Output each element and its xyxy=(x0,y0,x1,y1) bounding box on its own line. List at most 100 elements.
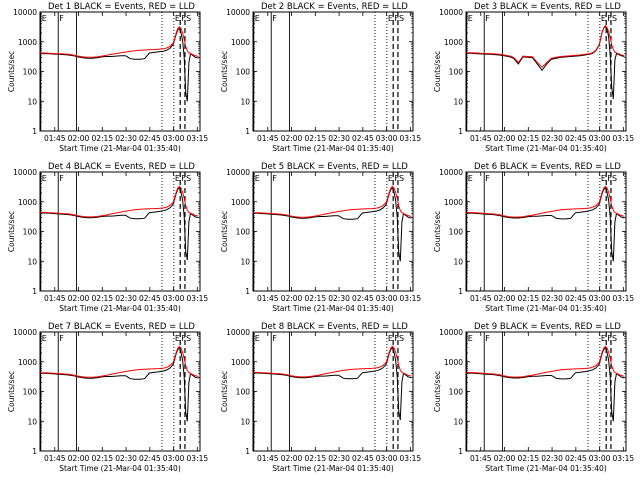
x-tick-label: 02:45 xyxy=(352,294,374,303)
panel-title: Det 9 BLACK = Events, RED = LLD xyxy=(474,322,621,332)
x-tick-label: 03:15 xyxy=(613,134,635,143)
x-tick-label: 02:30 xyxy=(115,454,137,463)
x-tick-label: 02:00 xyxy=(68,294,90,303)
events-series-line xyxy=(253,347,412,421)
x-tick-label: 01:45 xyxy=(44,134,66,143)
detector-chart: Det 7 BLACK = Events, RED = LLD 1 10 100 100… xyxy=(7,322,208,473)
lld-series-line xyxy=(466,185,625,218)
y-axis-label: Counts/sec xyxy=(433,371,442,412)
x-axis-label: Start Time (21-Mar-04 01:35:40) xyxy=(485,464,607,473)
plot-frame xyxy=(39,171,201,292)
x-tick-label: 02:30 xyxy=(328,454,350,463)
x-tick-label: 02:45 xyxy=(565,134,587,143)
y-tick-label: 1000 xyxy=(444,198,463,207)
marker-label: S xyxy=(612,334,617,343)
marker-label: F xyxy=(272,174,277,183)
marker-label: F xyxy=(272,14,277,23)
x-tick-label: 02:45 xyxy=(352,134,374,143)
x-axis-label: Start Time (21-Mar-04 01:35:40) xyxy=(59,464,181,473)
lld-series-line xyxy=(40,25,199,58)
y-tick-label: 10000 xyxy=(439,168,463,177)
y-tick-label: 100 xyxy=(23,388,38,397)
y-tick-label: 1 xyxy=(32,287,37,296)
detector-panel: Det 3 BLACK = Events, RED = LLD 1 10 100 100… xyxy=(426,0,636,160)
x-tick-label: 02:00 xyxy=(281,294,303,303)
marker-label: E xyxy=(255,334,260,343)
y-axis-label: Counts/sec xyxy=(7,211,16,252)
x-tick-label: 03:15 xyxy=(613,294,635,303)
detector-chart: Det 9 BLACK = Events, RED = LLD 1 10 100 100… xyxy=(433,322,634,473)
plot-frame xyxy=(39,331,201,452)
y-tick-label: 100 xyxy=(23,228,38,237)
detector-chart: Det 5 BLACK = Events, RED = LLD 1 10 100 100… xyxy=(220,162,422,313)
x-tick-label: 02:30 xyxy=(541,454,563,463)
x-axis-label: Start Time (21-Mar-04 01:35:40) xyxy=(272,304,394,313)
x-tick-label: 01:45 xyxy=(470,294,492,303)
marker-label: E xyxy=(175,174,180,183)
x-tick-label: 01:45 xyxy=(257,294,279,303)
y-tick-label: 100 xyxy=(236,388,251,397)
x-tick-label: 03:15 xyxy=(400,294,422,303)
marker-label: F xyxy=(607,14,612,23)
marker-label: E xyxy=(601,174,606,183)
detector-panel: Det 8 BLACK = Events, RED = LLD 1 10 100 100… xyxy=(213,320,423,480)
panel-title: Det 1 BLACK = Events, RED = LLD xyxy=(48,2,195,12)
plot-frame xyxy=(252,331,414,452)
marker-label: F xyxy=(607,174,612,183)
plot-frame xyxy=(252,171,414,292)
y-tick-label: 10 xyxy=(453,417,463,426)
marker-label: E xyxy=(255,174,260,183)
x-tick-label: 02:45 xyxy=(565,294,587,303)
x-axis-label: Start Time (21-Mar-04 01:35:40) xyxy=(59,144,181,153)
x-tick-label: 02:00 xyxy=(281,134,303,143)
detector-chart: Det 2 BLACK = Events, RED = LLD 1 10 100 100… xyxy=(220,2,421,153)
marker-label: E xyxy=(601,14,606,23)
y-tick-label: 1 xyxy=(245,287,250,296)
plot-frame xyxy=(465,11,627,132)
x-tick-label: 02:15 xyxy=(91,454,113,463)
events-series-line xyxy=(466,25,625,99)
x-axis-label: Start Time (21-Mar-04 01:35:40) xyxy=(272,464,394,473)
panel-title: Det 5 BLACK = Events, RED = LLD xyxy=(261,162,408,172)
y-tick-label: 10000 xyxy=(226,328,250,337)
detector-panel: Det 9 BLACK = Events, RED = LLD 1 10 100 100… xyxy=(426,320,636,480)
y-tick-label: 10 xyxy=(27,257,37,266)
y-tick-label: 10 xyxy=(240,97,250,106)
x-axis-label: Start Time (21-Mar-04 01:35:40) xyxy=(485,304,607,313)
y-axis-label: Counts/sec xyxy=(7,51,16,92)
events-series-line xyxy=(40,27,199,102)
lld-series-line xyxy=(40,185,199,218)
marker-label: E xyxy=(468,14,473,23)
x-tick-label: 03:00 xyxy=(163,454,185,463)
y-tick-label: 100 xyxy=(236,68,251,77)
x-tick-label: 01:45 xyxy=(470,134,492,143)
y-tick-label: 1 xyxy=(458,127,463,136)
marker-label: E xyxy=(468,174,473,183)
x-axis-label: Start Time (21-Mar-04 01:35:40) xyxy=(272,144,394,153)
detector-panel: Det 2 BLACK = Events, RED = LLD 1 10 100 100… xyxy=(213,0,423,160)
x-tick-label: 02:30 xyxy=(541,294,563,303)
marker-label: F xyxy=(394,334,399,343)
y-tick-label: 1000 xyxy=(231,358,250,367)
x-tick-label: 02:30 xyxy=(328,134,350,143)
x-tick-label: 02:00 xyxy=(68,134,90,143)
x-tick-label: 02:15 xyxy=(304,134,326,143)
marker-label: F xyxy=(394,14,399,23)
marker-label: F xyxy=(181,334,186,343)
marker-label: F xyxy=(485,334,490,343)
x-tick-label: 01:45 xyxy=(257,454,279,463)
y-tick-label: 100 xyxy=(236,228,251,237)
detector-chart: Det 8 BLACK = Events, RED = LLD 1 10 100 100… xyxy=(220,322,421,473)
x-tick-label: 03:00 xyxy=(163,294,185,303)
y-tick-label: 100 xyxy=(449,388,464,397)
lld-series-line xyxy=(466,24,625,68)
y-tick-label: 100 xyxy=(23,68,38,77)
y-tick-label: 10 xyxy=(27,97,37,106)
plot-frame xyxy=(465,331,627,452)
x-tick-label: 02:45 xyxy=(139,294,161,303)
panel-title: Det 6 BLACK = Events, RED = LLD xyxy=(474,162,621,172)
marker-label: E xyxy=(175,14,180,23)
y-tick-label: 10 xyxy=(240,257,250,266)
y-tick-label: 1 xyxy=(245,127,250,136)
